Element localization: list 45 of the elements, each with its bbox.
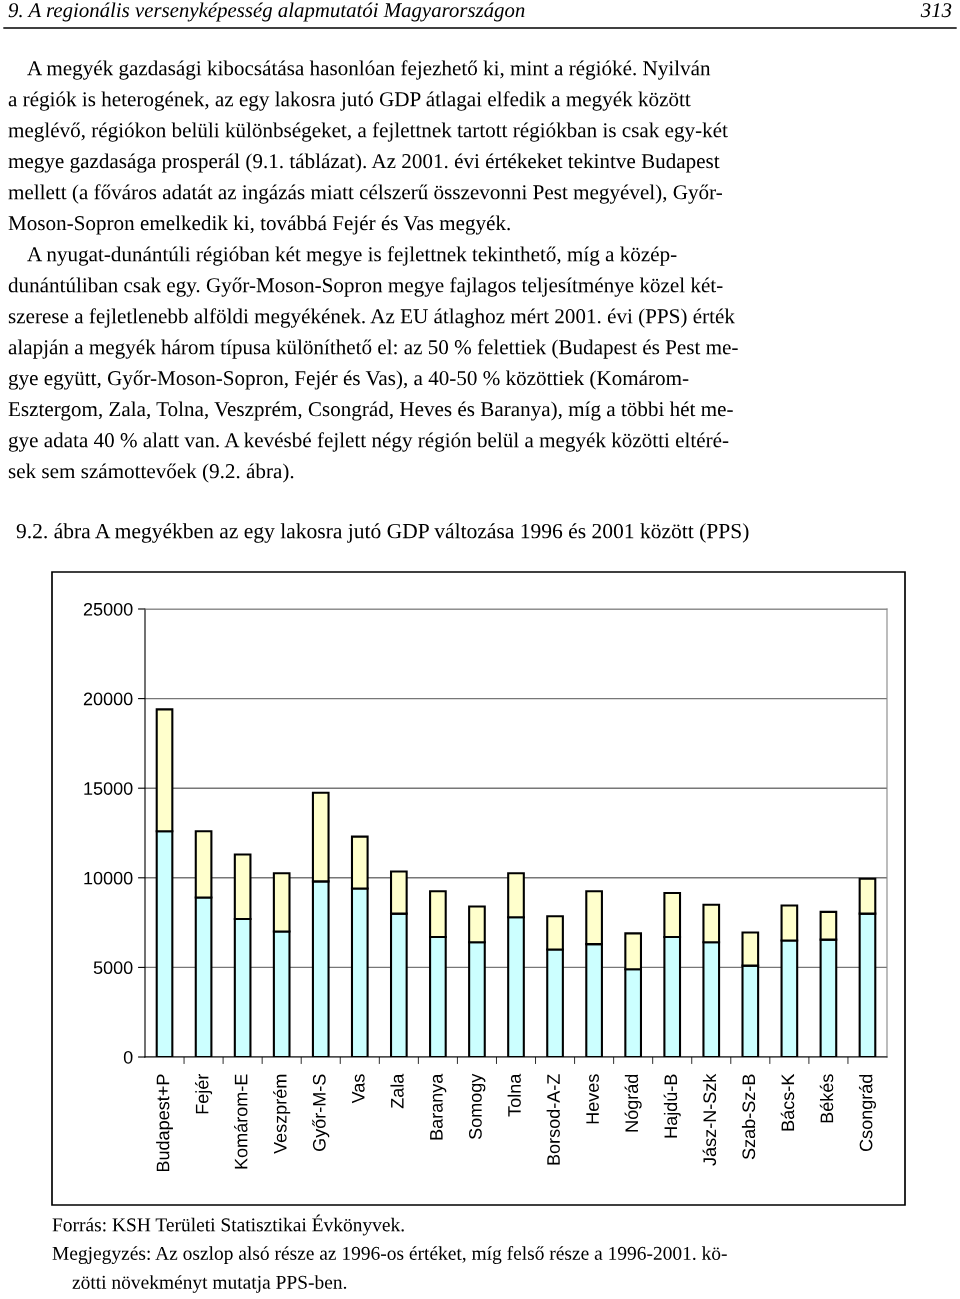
text: sek sem számottevőek (9.2. ábra). <box>8 463 294 483</box>
chart-title: 9.2. ábra A megyékben az egy lakosra jutó GDP változása 1996 és 2001 között (PPS) <box>16 523 749 543</box>
text: gye együtt, Győr-Moson-Sopron, Fejér és Vas), a 40-50 % közöttiek (Komárom- <box>8 370 689 390</box>
y-tick-label: 5000 <box>93 961 133 975</box>
text: Forrás: KSH Területi Statisztikai Évkönyvek. <box>52 1214 404 1236</box>
x-tick-label: Hajdú-B <box>663 1074 681 1138</box>
text: Megjegyzés: Az oszlop alsó része az 1996-os értéket, míg felső része a 1996-2001. kö- <box>52 1246 727 1264</box>
x-tick-label: Győr-M-S <box>312 1074 330 1151</box>
x-tick-label: Somogy <box>469 1073 486 1140</box>
text: 9. A regionális versenyképesség alapmutatói Magyarországon <box>8 2 525 22</box>
x-tick-label: Nógrád <box>624 1074 642 1132</box>
x-tick-label: Heves <box>586 1074 599 1124</box>
y-tick-label: 0 <box>123 1050 133 1064</box>
x-tick-label: Komárom-E <box>234 1074 248 1169</box>
text: meglévő, régiókon belüli különbségeket, a fejlettnek tartott régiókban is csak egy-két <box>8 122 728 142</box>
x-tick-label: Bács-K <box>780 1073 795 1131</box>
text: dunántúliban csak egy. Győr-Moson-Sopron megye fajlagos teljesítménye közel két- <box>8 277 723 297</box>
text: A megyék gazdasági kibocsátása hasonlóan fejezhető ki, mint a régióké. Nyilván <box>27 60 711 80</box>
x-tick-label: Veszprém <box>273 1074 291 1154</box>
y-tick-label: 15000 <box>84 782 133 795</box>
x-tick-label: Békés <box>819 1074 834 1123</box>
text: alapján a megyék három típusa különíthető el: az 50 % felettiek (Budapest és Pest me- <box>8 339 738 359</box>
text: 313 <box>920 3 952 18</box>
text: szerese a fejletlenebb alföldi megyékének. Az EU átlaghoz mért 2001. évi (PPS) érték <box>8 308 735 328</box>
x-tick-label: Tolna <box>507 1073 521 1117</box>
text: gye adata 40 % alatt van. A kevésbé fejlett négy régión belül a megyék közötti eltéré- <box>8 432 729 452</box>
x-tick-label: Baranya <box>430 1073 447 1140</box>
text: a régiók is heterogének, az egy lakosra jutó GDP átlagai elfedik a megyék között <box>8 91 691 111</box>
text: zötti növekményt mutatja PPS-ben. <box>72 1275 347 1293</box>
y-tick-label: 10000 <box>84 871 133 885</box>
x-tick-label: Fejér <box>195 1073 213 1114</box>
x-tick-label: Budapest+P <box>156 1074 173 1172</box>
text: mellett (a főváros adatát az ingázás miatt célszerű összevonni Pest megyével), Győr- <box>8 184 722 204</box>
text: megye gazdasága prosperál (9.1. táblázat). Az 2001. évi értékeket tekintve Budapest <box>8 153 720 173</box>
text: Esztergom, Zala, Tolna, Veszprém, Csongrád, Heves és Baranya), míg a többi hét me- <box>8 401 733 421</box>
y-tick-label: 25000 <box>83 602 133 616</box>
x-tick-label: Jász-N-Szk <box>702 1073 717 1166</box>
y-tick-label: 20000 <box>83 692 133 706</box>
x-tick-label: Szab-Sz-B <box>741 1074 756 1160</box>
x-tick-label: Vas <box>352 1074 365 1104</box>
text: Moson-Sopron emelkedik ki, továbbá Fejér és Vas megyék. <box>8 215 510 235</box>
text: A nyugat-dunántúli régióban két megye is fejlettnek tekinthető, míg a közép- <box>27 246 677 266</box>
x-tick-label: Zala <box>390 1073 404 1109</box>
x-tick-label: Csongrád <box>858 1074 876 1152</box>
x-tick-label: Borsod-A-Z <box>546 1074 560 1165</box>
